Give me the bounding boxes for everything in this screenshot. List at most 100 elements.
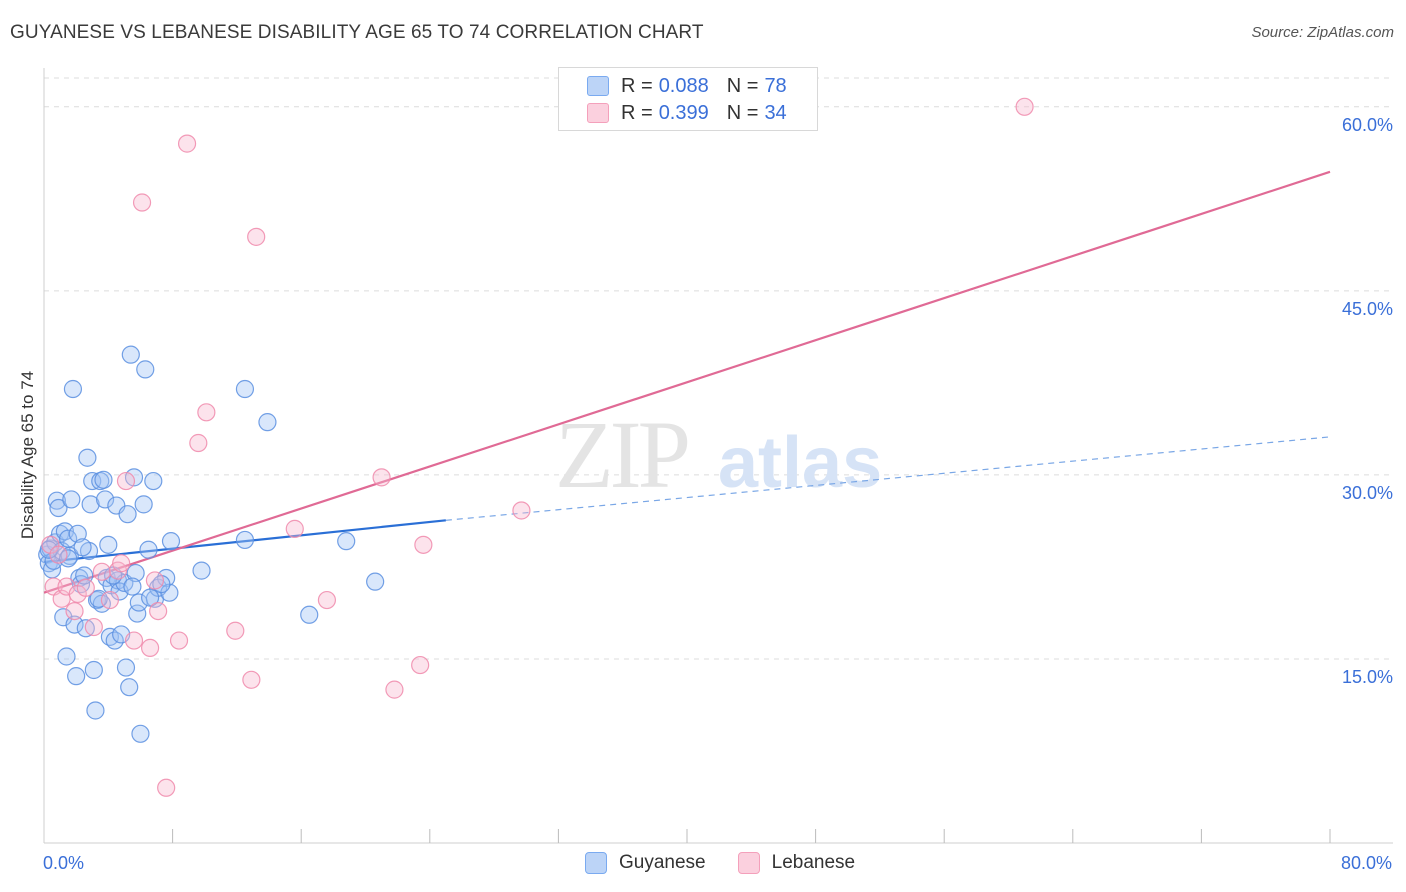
data-point: [95, 490, 115, 509]
data-point: [126, 563, 145, 583]
data-point: [123, 577, 142, 596]
y-tick-label: 30.0%: [1342, 483, 1393, 503]
data-point: [169, 631, 189, 650]
watermark: ZIP atlas: [555, 401, 882, 508]
grid-lines: [44, 77, 1393, 660]
legend-item-guyanese: Guyanese: [585, 852, 706, 874]
data-point: [177, 134, 197, 153]
data-point: [192, 561, 211, 580]
data-points: [38, 97, 1034, 797]
trend-lines: [43, 170, 1331, 594]
data-point: [49, 545, 68, 564]
data-point: [414, 535, 433, 554]
data-point: [67, 667, 86, 686]
data-point: [161, 532, 181, 551]
legend-row-lebanese: R = 0.399 N = 34: [587, 101, 787, 125]
legend-label-guyanese: Guyanese: [619, 852, 706, 873]
data-point: [124, 631, 144, 650]
legend-r-label: R =: [621, 74, 653, 97]
data-point: [76, 578, 95, 597]
data-point: [81, 495, 100, 514]
data-point: [120, 678, 139, 697]
data-point: [139, 540, 158, 559]
data-point: [78, 448, 97, 467]
axes: [43, 68, 1393, 844]
legend-swatch-guyanese: [587, 76, 609, 96]
y-tick-label: 15.0%: [1342, 667, 1393, 687]
source-credit: Source: ZipAtlas.com: [1251, 24, 1394, 41]
legend-swatch-lebanese: [737, 852, 760, 874]
legend-row-guyanese: R = 0.088 N = 78: [587, 74, 787, 98]
x-tick-min: 0.0%: [43, 853, 85, 873]
trend-extension-guyanese: [445, 436, 1331, 521]
data-point: [157, 778, 176, 797]
data-point: [131, 724, 150, 743]
data-point: [73, 538, 92, 557]
data-point: [242, 670, 261, 689]
data-point: [68, 524, 87, 543]
data-point: [116, 471, 136, 491]
data-point: [99, 535, 118, 554]
data-point: [65, 601, 84, 621]
data-point: [65, 615, 84, 634]
legend-swatch-guyanese: [585, 852, 607, 874]
trend-line-guyanese: [43, 519, 446, 564]
data-point: [118, 505, 137, 524]
data-point: [92, 562, 111, 581]
data-point: [300, 605, 319, 624]
data-point: [235, 379, 255, 399]
data-point: [94, 470, 113, 489]
stats-legend: R = 0.088 N = 78 R = 0.399 N = 34: [558, 67, 818, 131]
legend-n-value: 78: [764, 74, 787, 97]
data-point: [317, 590, 337, 610]
legend-r-value: 0.088: [658, 74, 709, 97]
data-point: [197, 403, 216, 422]
data-point: [132, 193, 152, 212]
data-point: [134, 495, 153, 514]
data-point: [337, 532, 356, 551]
series-legend: Guyanese Lebanese: [585, 852, 887, 874]
data-point: [121, 345, 140, 364]
data-point: [112, 554, 131, 573]
data-point: [116, 658, 136, 677]
legend-n-value: 34: [764, 101, 787, 124]
data-point: [57, 647, 76, 666]
y-tick-label: 45.0%: [1342, 299, 1393, 319]
legend-n-label: N =: [726, 101, 759, 124]
data-point: [136, 360, 155, 379]
data-point: [247, 227, 266, 246]
legend-n-label: N =: [726, 74, 759, 97]
data-point: [47, 491, 66, 510]
watermark-atlas: atlas: [718, 423, 882, 503]
data-point: [385, 680, 404, 699]
legend-label-lebanese: Lebanese: [771, 852, 856, 873]
data-point: [285, 519, 304, 538]
data-point: [372, 468, 391, 487]
data-point: [189, 433, 208, 453]
data-point: [84, 660, 103, 680]
data-point: [512, 501, 531, 520]
legend-r-label: R =: [621, 101, 653, 124]
data-point: [57, 577, 76, 596]
data-point: [86, 701, 105, 720]
data-point: [145, 571, 165, 590]
data-point: [84, 617, 103, 637]
data-point: [59, 549, 78, 568]
chart-title: GUYANESE VS LEBANESE DISABILITY AGE 65 T…: [10, 22, 704, 43]
y-tick-label: 60.0%: [1342, 115, 1393, 135]
data-point: [411, 655, 430, 675]
series-guyanese: [38, 345, 385, 743]
data-point: [235, 530, 255, 550]
legend-item-lebanese: Lebanese: [737, 852, 856, 874]
data-point: [140, 588, 160, 607]
y-tick-labels: 15.0% 30.0% 45.0% 60.0%: [1342, 115, 1393, 687]
legend-swatch-lebanese: [587, 103, 609, 123]
data-point: [366, 572, 385, 591]
data-point: [1015, 97, 1034, 116]
trend-line-lebanese: [43, 170, 1331, 594]
data-point: [62, 490, 81, 509]
data-point: [226, 621, 245, 640]
data-point: [63, 379, 83, 399]
data-point: [258, 413, 277, 432]
